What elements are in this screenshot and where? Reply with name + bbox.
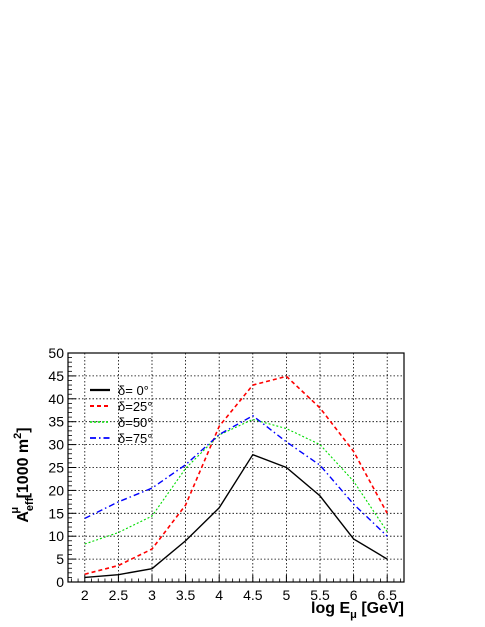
series-line	[84, 375, 388, 575]
legend-label: δ=25°	[118, 399, 153, 414]
y-tick-label: 35	[48, 414, 64, 430]
x-tick-label: 6.5	[377, 587, 397, 603]
y-tick-label: 45	[48, 368, 64, 384]
x-tick-label: 4.5	[243, 587, 263, 603]
x-axis-title: log Eμ [GeV]	[311, 600, 404, 621]
axis-ticks: 2 2.5 3 3.5 4 4.5 5 5.5 6 6.5 0 5 10 15 20 25 30 35 40 45 50	[48, 345, 402, 603]
x-tick-label: 6	[350, 587, 358, 603]
series-lines	[84, 375, 388, 579]
x-tick-label: 3.5	[176, 587, 196, 603]
y-tick-label: 20	[48, 482, 64, 498]
series-line	[84, 453, 388, 579]
x-tick-label: 2	[81, 587, 89, 603]
grid	[68, 353, 404, 582]
legend-label: δ= 0°	[118, 383, 149, 398]
y-tick-label: 0	[56, 574, 64, 590]
x-tick-label: 5.5	[310, 587, 330, 603]
y-tick-label: 10	[48, 528, 64, 544]
legend: δ= 0°δ=25°δ=50°δ=75°	[90, 383, 153, 446]
y-tick-label: 15	[48, 505, 64, 521]
y-tick-label: 50	[48, 345, 64, 361]
x-tick-label: 3	[148, 587, 156, 603]
x-tick-label: 2.5	[109, 587, 129, 603]
y-tick-label: 5	[56, 551, 64, 567]
series-line	[84, 414, 388, 537]
x-tick-label: 4	[215, 587, 223, 603]
series-line	[84, 418, 388, 545]
y-axis-title: Aeffμ [1000 m2]	[9, 427, 36, 522]
y-tick-label: 40	[48, 391, 64, 407]
x-tick-label: 5	[283, 587, 291, 603]
y-tick-label: 30	[48, 437, 64, 453]
y-tick-label: 25	[48, 460, 64, 476]
legend-label: δ=50°	[118, 415, 153, 430]
legend-label: δ=75°	[118, 431, 153, 446]
